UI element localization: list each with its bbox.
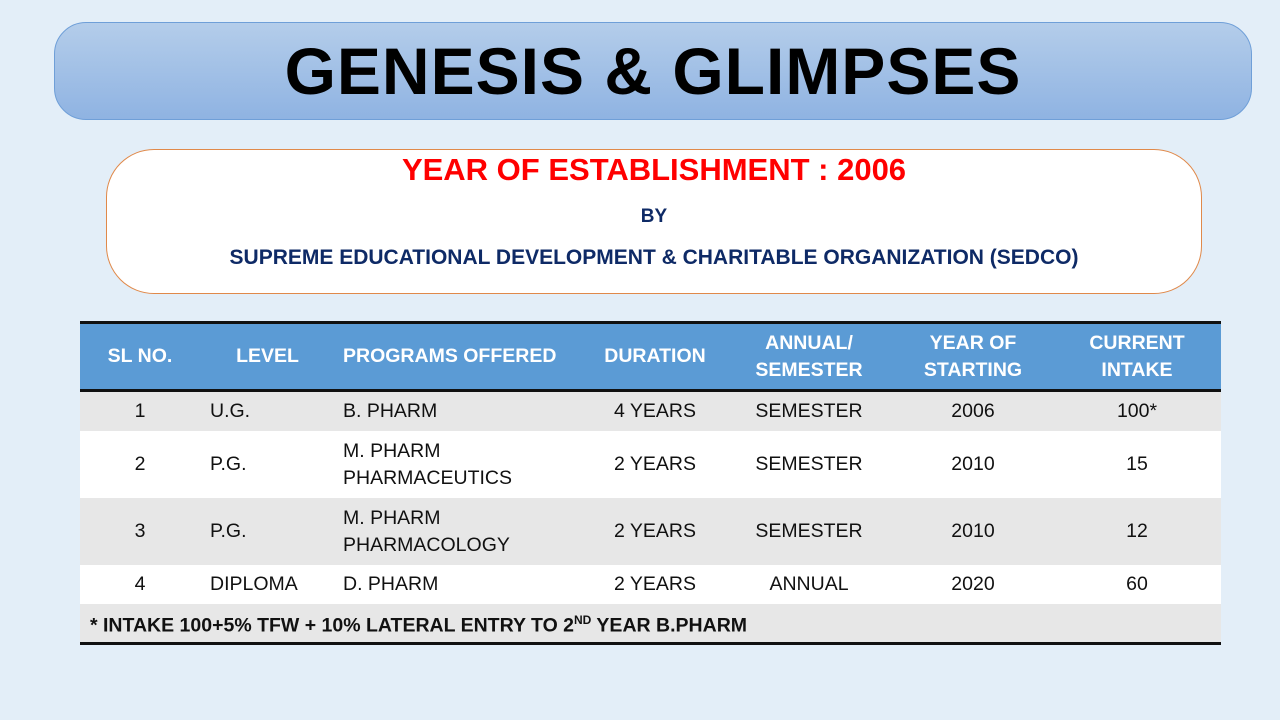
cell-sl: 3 bbox=[134, 520, 146, 542]
header-sl-no: SL NO. bbox=[107, 345, 173, 367]
program-line: PHARMACEUTICS bbox=[343, 466, 513, 489]
header-line: ANNUAL/ bbox=[765, 331, 853, 354]
header-line: CURRENT bbox=[1089, 331, 1185, 354]
cell-intake: 12 bbox=[1126, 520, 1148, 542]
cell-sl: 2 bbox=[134, 453, 146, 475]
cell-intake: 60 bbox=[1126, 573, 1148, 595]
by-label: BY bbox=[640, 206, 668, 227]
table-row: 4 DIPLOMA D. PHARM 2 YEARS ANNUAL 2020 6… bbox=[80, 565, 1221, 604]
establishment-box: YEAR OF ESTABLISHMENT : 2006 BY SUPREME … bbox=[106, 149, 1202, 294]
program-line: M. PHARM bbox=[343, 439, 441, 462]
cell-duration: 2 YEARS bbox=[613, 453, 697, 475]
table-row: 3 P.G. M. PHARM PHARMACOLOGY 2 YEARS SEME… bbox=[80, 498, 1221, 565]
cell-year: 2006 bbox=[951, 400, 995, 422]
table-header-row: SL NO. LEVEL PROGRAMS OFFERED DURATION A… bbox=[80, 322, 1221, 391]
cell-intake: 100* bbox=[1116, 400, 1158, 422]
cell-year: 2010 bbox=[951, 453, 995, 475]
cell-sl: 4 bbox=[134, 573, 146, 595]
footnote-tail: YEAR B.PHARM bbox=[591, 614, 748, 637]
header-line: SEMESTER bbox=[755, 358, 863, 381]
cell-level: U.G. bbox=[210, 400, 251, 422]
cell-program: B. PHARM bbox=[343, 400, 438, 422]
cell-mode: SEMESTER bbox=[755, 453, 863, 475]
cell-intake: 15 bbox=[1126, 453, 1148, 475]
title-banner: GENESIS & GLIMPSES bbox=[54, 22, 1252, 120]
header-programs: PROGRAMS OFFERED bbox=[343, 345, 557, 367]
table-row: 1 U.G. B. PHARM 4 YEARS SEMESTER 2006 10… bbox=[80, 390, 1221, 431]
cell-duration: 2 YEARS bbox=[613, 573, 697, 595]
header-level: LEVEL bbox=[236, 345, 299, 367]
page-title: GENESIS & GLIMPSES bbox=[284, 34, 1022, 108]
cell-year: 2020 bbox=[951, 573, 995, 595]
header-line: STARTING bbox=[923, 358, 1023, 381]
programs-table: SL NO. LEVEL PROGRAMS OFFERED DURATION A… bbox=[80, 321, 1221, 645]
cell-level: P.G. bbox=[210, 520, 247, 542]
table-row: 2 P.G. M. PHARM PHARMACEUTICS 2 YEARS SEM… bbox=[80, 431, 1221, 498]
program-line: M. PHARM bbox=[343, 506, 441, 529]
organization-name: SUPREME EDUCATIONAL DEVELOPMENT & CHARIT… bbox=[229, 246, 1079, 269]
cell-program: M. PHARM PHARMACEUTICS bbox=[335, 431, 585, 498]
establishment-year: YEAR OF ESTABLISHMENT : 2006 bbox=[401, 152, 907, 187]
cell-level: P.G. bbox=[210, 453, 247, 475]
cell-mode: ANNUAL bbox=[769, 573, 849, 595]
header-current-intake: CURRENT INTAKE bbox=[1053, 323, 1221, 391]
program-line: PHARMACOLOGY bbox=[343, 533, 510, 556]
header-year-of-starting: YEAR OF STARTING bbox=[893, 323, 1053, 391]
cell-duration: 2 YEARS bbox=[613, 520, 697, 542]
cell-mode: SEMESTER bbox=[755, 520, 863, 542]
footnote-superscript: ND bbox=[574, 612, 592, 627]
cell-program: M. PHARM PHARMACOLOGY bbox=[335, 498, 585, 565]
footnote: * INTAKE 100+5% TFW + 10% LATERAL ENTRY … bbox=[80, 604, 1221, 644]
footnote-row: * INTAKE 100+5% TFW + 10% LATERAL ENTRY … bbox=[80, 604, 1221, 644]
cell-level: DIPLOMA bbox=[210, 573, 298, 595]
footnote-text: * INTAKE 100+5% TFW + 10% LATERAL ENTRY … bbox=[90, 614, 575, 637]
cell-program: D. PHARM bbox=[343, 573, 439, 595]
cell-sl: 1 bbox=[134, 400, 146, 422]
cell-year: 2010 bbox=[951, 520, 995, 542]
cell-mode: SEMESTER bbox=[755, 400, 863, 422]
cell-duration: 4 YEARS bbox=[613, 400, 697, 422]
header-duration: DURATION bbox=[604, 345, 706, 367]
header-line: INTAKE bbox=[1101, 358, 1173, 381]
header-annual-semester: ANNUAL/SEMESTER bbox=[725, 323, 893, 391]
header-line: YEAR OF bbox=[929, 331, 1017, 354]
